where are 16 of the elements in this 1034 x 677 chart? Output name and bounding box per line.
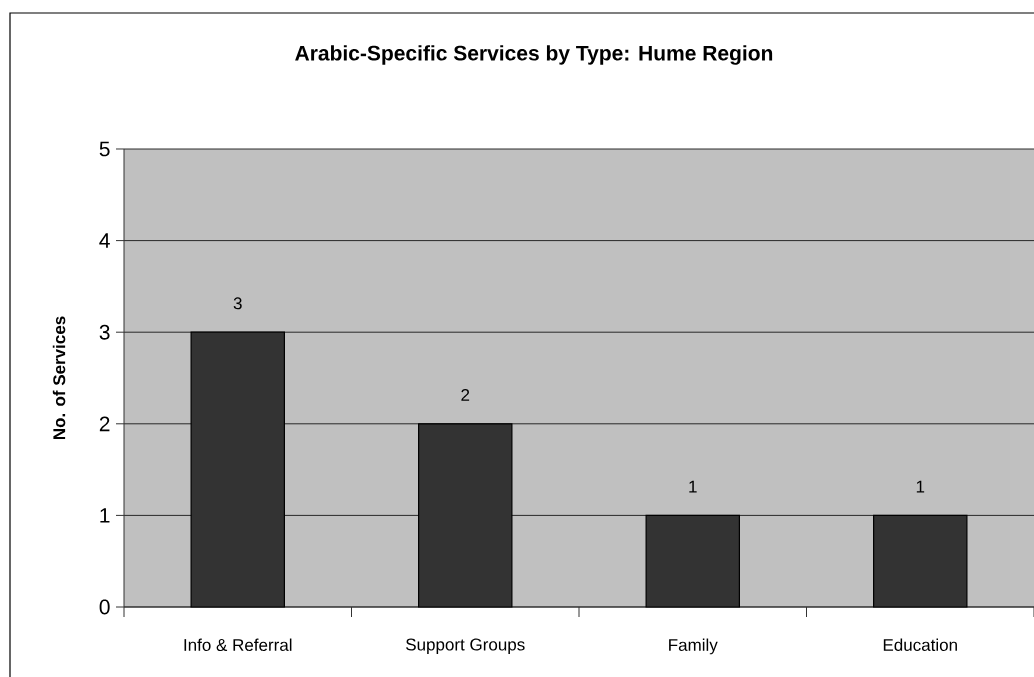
data-label: 1: [689, 480, 697, 493]
data-label: 1: [916, 480, 925, 493]
y-axis-title: No. of Services: [52, 316, 66, 440]
y-tick-label: 0: [99, 599, 110, 615]
data-label: 3: [233, 297, 242, 310]
x-tick-label: Family: [669, 638, 718, 655]
y-tick-label: 3: [99, 324, 110, 340]
y-tick-label: 1: [100, 508, 110, 523]
x-tick-label: Support Groups: [406, 638, 525, 654]
data-label: 2: [461, 388, 470, 401]
y-tick-label: 2: [99, 416, 110, 432]
y-tick-label: 5: [99, 141, 110, 157]
x-tick-label: Info & Referral: [184, 638, 292, 652]
x-tick-label: Education: [883, 638, 957, 652]
y-tick-label: 4: [99, 233, 110, 248]
chart-title: Arabic-Specific Services by Type: Hume Region: [295, 45, 773, 65]
